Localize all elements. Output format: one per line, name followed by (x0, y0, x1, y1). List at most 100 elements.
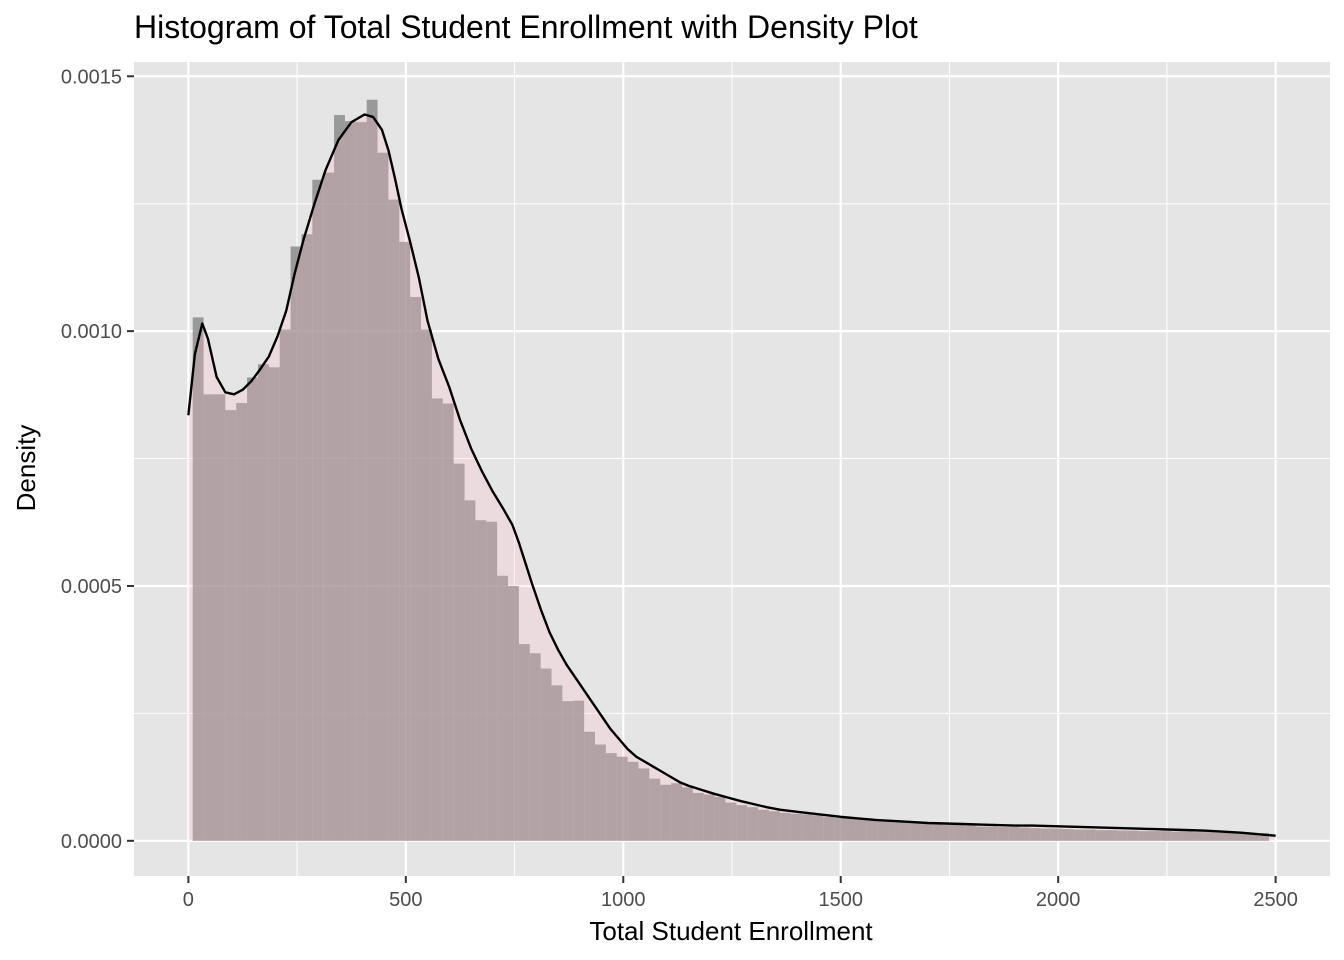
histogram-bar (638, 768, 650, 841)
x-axis-title: Total Student Enrollment (589, 916, 873, 946)
histogram-bar (997, 827, 1009, 841)
histogram-bar (681, 787, 693, 841)
histogram-bar (573, 700, 585, 841)
histogram-bar (747, 807, 759, 841)
histogram-bar (355, 122, 367, 841)
histogram-bar (540, 668, 552, 841)
histogram-bar (366, 99, 378, 841)
y-tick-label: 0.0010 (61, 321, 122, 343)
histogram-bar (942, 825, 954, 841)
histogram-bar (1214, 832, 1226, 841)
histogram-bar (736, 805, 748, 841)
histogram-bar (421, 329, 432, 841)
histogram-bar (1203, 832, 1215, 841)
histogram-bar (1193, 832, 1204, 841)
histogram-bar (551, 685, 563, 841)
histogram-bar (649, 778, 661, 841)
histogram-bar (975, 826, 987, 841)
histogram-bar (768, 811, 780, 841)
histogram-bar (855, 818, 867, 841)
histogram-bar (344, 121, 356, 841)
histogram-bar (442, 403, 454, 841)
x-tick-label: 2500 (1253, 889, 1298, 911)
histogram-bar (323, 172, 335, 841)
histogram-bar (627, 761, 639, 841)
histogram-bar (1062, 829, 1074, 841)
histogram-bar (192, 317, 204, 841)
histogram-bars (192, 99, 1270, 841)
y-axis-title: Density (11, 425, 41, 512)
histogram-bar (921, 823, 933, 841)
histogram-bar (1171, 831, 1183, 841)
histogram-bar (758, 809, 769, 841)
histogram-bar (225, 410, 237, 841)
y-tick-label: 0.0000 (61, 831, 122, 853)
histogram-bar (453, 463, 465, 841)
y-tick-label: 0.0005 (61, 576, 122, 598)
histogram-bar (399, 241, 411, 841)
histogram-bar (312, 179, 324, 841)
histogram-bar (518, 644, 530, 841)
histogram-bar (812, 815, 824, 841)
histogram-bar (1258, 833, 1270, 841)
histogram-bar (910, 822, 922, 841)
histogram-bar (932, 824, 943, 841)
histogram-bar (377, 152, 389, 841)
x-tick-label: 0 (183, 889, 194, 911)
histogram-bar (1106, 830, 1117, 841)
histogram-bar (845, 818, 856, 841)
histogram-bar (790, 813, 802, 841)
y-tick-label: 0.0015 (61, 66, 122, 88)
histogram-bar (214, 394, 226, 841)
histogram-bar (1160, 831, 1172, 841)
histogram-bar (236, 402, 248, 841)
histogram-bar (801, 814, 813, 841)
histogram-bar (486, 521, 498, 841)
x-tick-label: 2000 (1036, 889, 1081, 911)
histogram-bar (508, 585, 519, 841)
histogram-bar (1095, 830, 1107, 841)
histogram-bar (964, 825, 976, 841)
histogram-bar (986, 826, 998, 841)
histogram-bar (464, 500, 476, 841)
histogram-bar (475, 520, 487, 841)
histogram-bar (899, 821, 911, 841)
histogram-bar (1247, 833, 1259, 841)
chart-title: Histogram of Total Student Enrollment wi… (134, 9, 918, 45)
histogram-bar (203, 394, 215, 841)
histogram-bar (1138, 831, 1150, 841)
histogram-bar (714, 796, 726, 841)
histogram-bar (268, 367, 280, 841)
histogram-bar (279, 329, 291, 841)
x-axis: 0 500 1000 1500 2000 2500 (183, 876, 1298, 911)
density-area-fill (188, 114, 1276, 841)
histogram-bar (290, 246, 302, 841)
histogram-bar (562, 701, 574, 841)
histogram-bar (584, 731, 596, 841)
x-tick-label: 1000 (601, 889, 646, 911)
histogram-bar (1236, 832, 1248, 841)
histogram-bar (1073, 829, 1085, 841)
histogram-bar (779, 812, 791, 841)
histogram-bar (257, 364, 269, 841)
histogram-bar (1029, 828, 1041, 841)
histogram-bar (410, 296, 422, 841)
histogram-bar (823, 816, 835, 841)
histogram-bar (595, 744, 606, 841)
histogram-bar (247, 377, 258, 841)
density-curve (187, 113, 1276, 837)
histogram-bar (388, 199, 400, 841)
histogram-bar (1149, 831, 1161, 841)
x-tick-label: 500 (389, 889, 422, 911)
histogram-bar (1084, 829, 1096, 841)
histogram-bar (703, 794, 715, 841)
y-axis: 0.0000 0.0005 0.0010 0.0015 (61, 66, 134, 853)
histogram-bar (1019, 827, 1030, 841)
histogram-bar (866, 819, 878, 841)
x-tick-label: 1500 (818, 889, 863, 911)
histogram-bar (1116, 830, 1128, 841)
histogram-bar (497, 575, 509, 841)
histogram-bar (334, 115, 345, 841)
histogram-bar (834, 817, 846, 841)
histogram-bar (605, 753, 617, 841)
